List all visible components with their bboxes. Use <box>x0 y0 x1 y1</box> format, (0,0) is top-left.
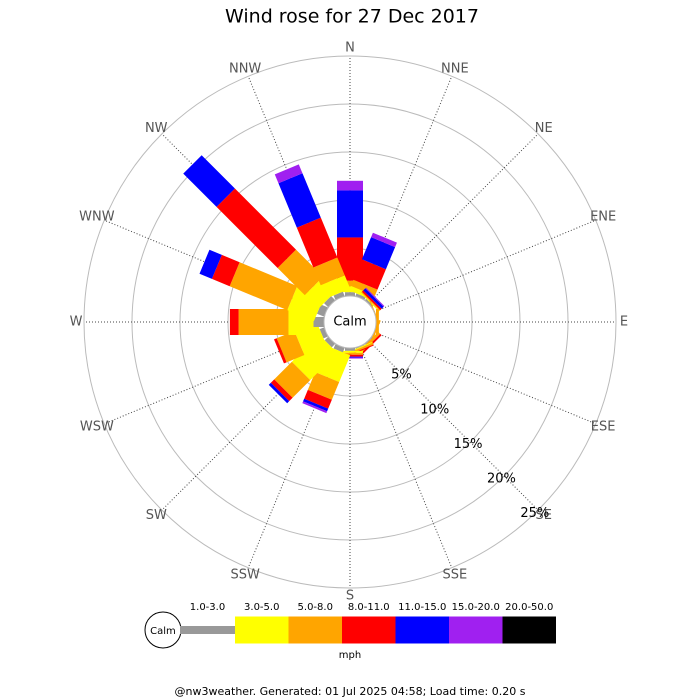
bar-segment <box>238 309 289 335</box>
direction-label: N <box>345 41 355 56</box>
ring-label: 15% <box>454 437 483 452</box>
bar-segment <box>337 180 363 191</box>
bar-segment <box>320 275 351 299</box>
bar-segment <box>307 372 340 400</box>
bar-segment <box>337 356 363 358</box>
calm-circle <box>323 295 377 349</box>
legend-swatch <box>449 616 503 644</box>
bar-segment <box>337 350 363 353</box>
direction-label: E <box>620 315 628 330</box>
legend-label: 1.0-3.0 <box>190 602 225 613</box>
bar-segment <box>371 232 397 248</box>
bar-segment <box>333 344 345 353</box>
bar-segment <box>277 249 324 296</box>
bar-segment <box>296 217 338 268</box>
spoke <box>368 340 539 511</box>
bar-segment <box>355 293 366 300</box>
footer: @nw3weather. Generated: 01 Jul 2025 04:5… <box>175 685 526 698</box>
direction-label: WSW <box>80 419 114 434</box>
direction-label: NNE <box>441 61 469 76</box>
bar-segment <box>268 382 290 404</box>
ring-label: 20% <box>487 471 516 486</box>
bar-segment <box>337 190 363 238</box>
bar-segment <box>361 291 381 311</box>
legend-label: 5.0-8.0 <box>298 602 333 613</box>
bar-segment <box>274 164 303 184</box>
bar-segment <box>337 357 363 359</box>
ring <box>83 55 617 589</box>
legend-label: 3.0-5.0 <box>244 602 279 613</box>
direction-label: NNW <box>229 61 261 76</box>
legend-label: 8.0-11.0 <box>348 602 390 613</box>
bar-segment <box>303 398 329 412</box>
spoke <box>368 133 539 304</box>
bar-segment <box>319 327 328 339</box>
direction-label: SSW <box>230 568 260 583</box>
bar-segment <box>365 287 385 307</box>
bar-segment <box>337 352 363 355</box>
chart-title: Wind rose for 27 Dec 2017 <box>225 6 479 28</box>
legend-label: 15.0-20.0 <box>452 602 500 613</box>
bar-segment <box>302 401 328 414</box>
direction-label: SW <box>146 508 167 523</box>
bar-segment <box>324 336 336 348</box>
legend-label: 20.0-50.0 <box>505 602 553 613</box>
spoke <box>373 331 596 425</box>
legend-swatch <box>395 616 449 644</box>
direction-label: SSE <box>442 568 467 583</box>
legend-swatch <box>288 616 342 644</box>
legend-swatch <box>502 616 556 644</box>
bar-segment <box>216 188 297 269</box>
bar-segment <box>278 173 321 228</box>
bar-segment <box>313 317 325 327</box>
ring-label: 5% <box>391 368 412 383</box>
bar-segment <box>324 296 336 308</box>
bar-segment <box>270 379 293 402</box>
bar-segment <box>345 292 355 296</box>
bar-segment <box>363 288 384 309</box>
bar-segment <box>183 155 235 207</box>
bar-segment <box>333 291 345 300</box>
spoke <box>373 219 596 313</box>
direction-label: ESE <box>591 419 616 434</box>
bar-segment <box>229 262 298 311</box>
direction-label: NE <box>535 121 553 136</box>
bar-segment <box>361 237 396 270</box>
bar-segment <box>313 257 345 286</box>
calm-label: Calm <box>333 315 366 330</box>
ring-label: 10% <box>420 402 449 417</box>
legend-label: 11.0-15.0 <box>398 602 446 613</box>
legend-unit: mph <box>339 650 361 661</box>
bar-segment <box>304 389 332 409</box>
bar-segment <box>274 361 311 398</box>
legend-calm-label: Calm <box>150 626 176 637</box>
bar-segment <box>361 290 382 311</box>
direction-label: WNW <box>79 210 115 225</box>
bar-segment <box>229 309 239 335</box>
direction-label: ENE <box>590 210 616 225</box>
direction-label: S <box>346 589 354 604</box>
bar-segment <box>199 249 222 279</box>
direction-label: NW <box>145 121 168 136</box>
bar-segment <box>345 348 355 351</box>
direction-label: W <box>70 315 83 330</box>
bar-segment <box>273 338 287 364</box>
ring-label: 25% <box>520 506 549 521</box>
legend-swatch <box>235 616 289 644</box>
bar-segment <box>353 259 386 290</box>
bar-segment <box>350 279 378 296</box>
bar-segment <box>337 280 363 287</box>
legend-swatch <box>342 616 396 644</box>
direction-label: SE <box>536 508 552 523</box>
bar-segment <box>276 330 305 363</box>
spoke <box>359 345 453 568</box>
bar-segment <box>211 254 240 287</box>
legend-swatch <box>180 626 235 634</box>
